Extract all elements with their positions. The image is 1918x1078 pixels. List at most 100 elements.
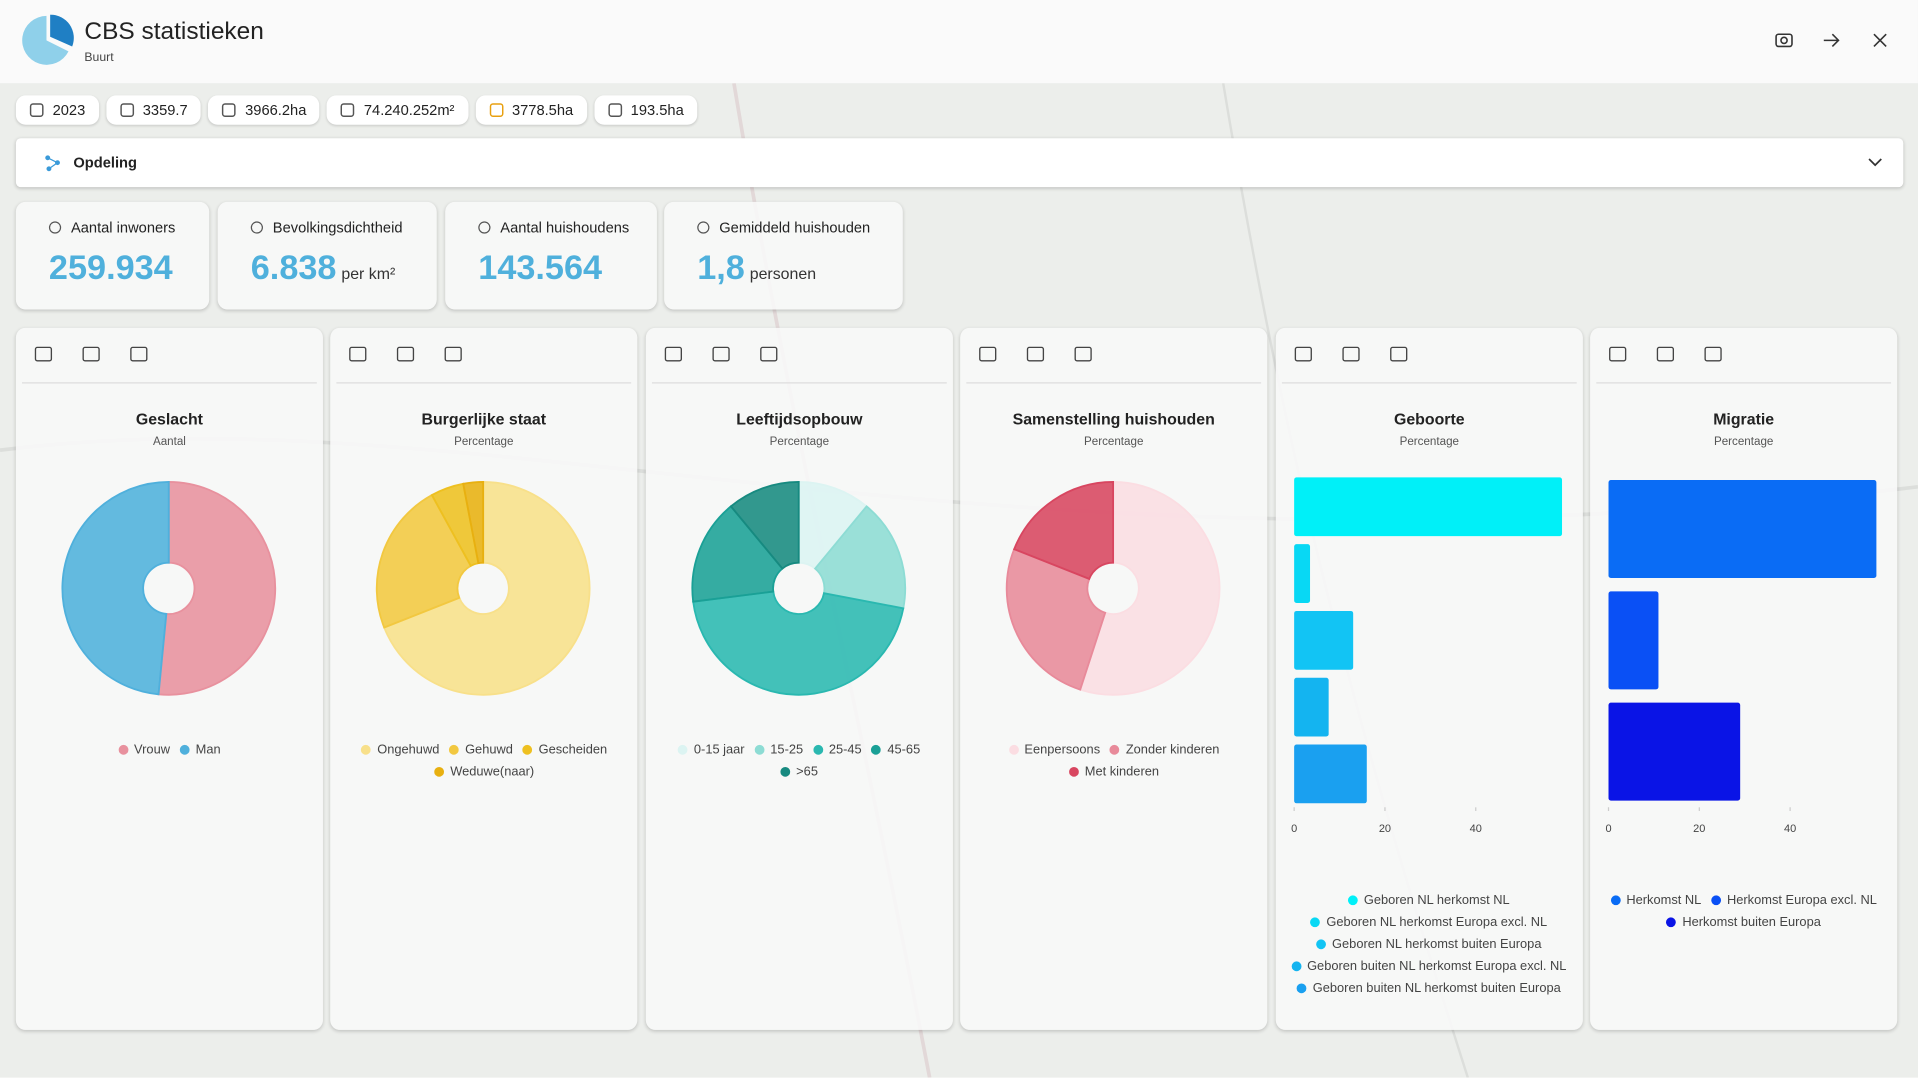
download-button[interactable] <box>1074 346 1092 362</box>
table-button[interactable] <box>1294 346 1312 362</box>
stat-card: Bevolkingsdichtheid 6.838 per km² <box>217 201 437 310</box>
table-button[interactable] <box>979 346 997 362</box>
table-button[interactable] <box>349 346 367 362</box>
legend-item[interactable]: Geboren buiten NL herkomst Europa excl. … <box>1291 959 1566 974</box>
legend-swatch <box>754 744 765 755</box>
stat-label-text: Bevolkingsdichtheid <box>272 218 403 237</box>
expand-icon[interactable] <box>1868 157 1883 169</box>
table-button[interactable] <box>1609 346 1627 362</box>
icon-shape <box>349 346 367 362</box>
legend-item[interactable]: 0-15 jaar <box>677 742 745 757</box>
legend-item[interactable]: Gescheiden <box>522 742 607 757</box>
pie-slice <box>1006 547 1107 691</box>
legend-item[interactable]: Ongehuwd <box>361 742 439 757</box>
download-button[interactable] <box>445 346 463 362</box>
legend-item[interactable]: 15-25 <box>754 742 803 757</box>
x-tick-label: 20 <box>1693 823 1705 835</box>
icon-shape <box>979 346 997 362</box>
legend-item[interactable]: Weduwe(naar) <box>434 764 535 780</box>
legend: Herkomst NL Herkomst Europa excl. NL Herko… <box>1602 893 1885 930</box>
stat-label: Aantal huishoudens <box>476 219 629 236</box>
legend-label: Herkomst buiten Europa <box>1682 914 1821 930</box>
legend-label: Geboren NL herkomst NL <box>1363 892 1510 908</box>
bar <box>1608 480 1877 579</box>
stat-icon <box>250 221 263 234</box>
image-button[interactable] <box>397 346 415 362</box>
chart-subtitle: Percentage <box>455 435 514 448</box>
download-button[interactable] <box>1389 346 1407 362</box>
download-button[interactable] <box>1704 346 1722 362</box>
stat-number: 1,8 <box>697 248 745 287</box>
image-button[interactable] <box>1656 346 1675 362</box>
icon-shape <box>1609 346 1627 362</box>
stat-icon <box>697 221 710 234</box>
download-button[interactable] <box>130 346 148 362</box>
legend-item[interactable]: Herkomst buiten Europa <box>1666 914 1821 930</box>
chart-subtitle: Aantal <box>153 435 186 448</box>
legend-item[interactable]: >65 <box>780 765 818 779</box>
icon-shape <box>29 103 44 117</box>
legend-swatch <box>1666 917 1677 928</box>
icon-shape <box>478 221 491 234</box>
legend-item[interactable]: Eenpersoons <box>1008 742 1101 758</box>
legend-label: Vrouw <box>134 742 170 758</box>
panel-title: Opdeling <box>73 154 137 172</box>
legend-item[interactable]: Herkomst NL <box>1610 893 1701 908</box>
legend-item[interactable]: Geboren NL herkomst NL <box>1347 892 1510 908</box>
legend-label: Weduwe(naar) <box>450 764 535 780</box>
bar <box>1293 477 1562 537</box>
stat-number: 143.564 <box>478 248 603 287</box>
stat-label-text: Gemiddeld huishouden <box>719 218 871 237</box>
download-button[interactable] <box>759 346 778 362</box>
legend-label: Geboren buiten NL herkomst Europa excl. … <box>1307 958 1567 974</box>
image-button[interactable] <box>82 346 100 362</box>
legend-label: Zonder kinderen <box>1125 742 1220 758</box>
icon-shape <box>489 103 503 117</box>
icon-shape <box>82 346 100 362</box>
image-button[interactable] <box>712 346 730 362</box>
stat-label: Aantal inwoners <box>46 219 175 236</box>
legend-item[interactable]: Met kinderen <box>1068 765 1159 779</box>
legend-label: Geboren buiten NL herkomst buiten Europa <box>1312 981 1561 996</box>
panel-icon <box>45 155 60 172</box>
stat-number: 259.934 <box>48 248 173 287</box>
chip-icon <box>489 103 503 117</box>
window-actions[interactable] <box>1774 29 1896 51</box>
chart-title: Geslacht <box>136 411 204 428</box>
legend: Ongehuwd Gehuwd Gescheiden Weduwe(naar) <box>343 742 626 779</box>
stat-value: 259.934 <box>49 248 173 287</box>
icon-shape <box>1341 346 1360 362</box>
legend-item[interactable]: Vrouw <box>118 742 170 757</box>
image-button[interactable] <box>1027 346 1045 362</box>
icon-shape <box>34 346 53 362</box>
legend-item[interactable]: Herkomst Europa excl. NL <box>1711 893 1877 908</box>
legend-item[interactable]: Geboren NL herkomst Europa excl. NL <box>1310 915 1547 930</box>
bar <box>1293 610 1353 670</box>
image-button[interactable] <box>1341 346 1360 362</box>
table-button[interactable] <box>664 346 682 362</box>
table-button[interactable] <box>34 346 53 362</box>
chart: Burgerlijke staat Percentage <box>336 346 632 696</box>
legend-item[interactable]: Man <box>179 742 221 757</box>
bar <box>1293 677 1329 737</box>
icon-shape <box>1704 346 1722 362</box>
pie-slice <box>383 481 591 696</box>
legend-item[interactable]: 45-65 <box>871 742 920 757</box>
legend-item[interactable]: Geboren NL herkomst buiten Europa <box>1316 937 1541 952</box>
icon-shape <box>1389 346 1407 362</box>
legend-item[interactable]: Zonder kinderen <box>1109 742 1220 758</box>
chip: 3359.7 <box>106 95 202 125</box>
icon-shape <box>250 221 263 234</box>
legend-item[interactable]: Geboren buiten NL herkomst buiten Europa <box>1296 981 1561 996</box>
subtitle: Buurt <box>84 51 114 65</box>
legend-label: Eenpersoons <box>1024 742 1101 758</box>
icon-shape <box>222 103 237 117</box>
chip: 2023 <box>15 95 99 125</box>
legend-swatch <box>118 744 128 755</box>
legend-item[interactable]: Gehuwd <box>449 742 513 757</box>
pie-slice <box>157 481 277 696</box>
chart-title: Migratie <box>1713 411 1774 428</box>
legend-item[interactable]: 25-45 <box>812 742 862 757</box>
opdeling-panel[interactable]: Opdeling <box>15 138 1904 188</box>
